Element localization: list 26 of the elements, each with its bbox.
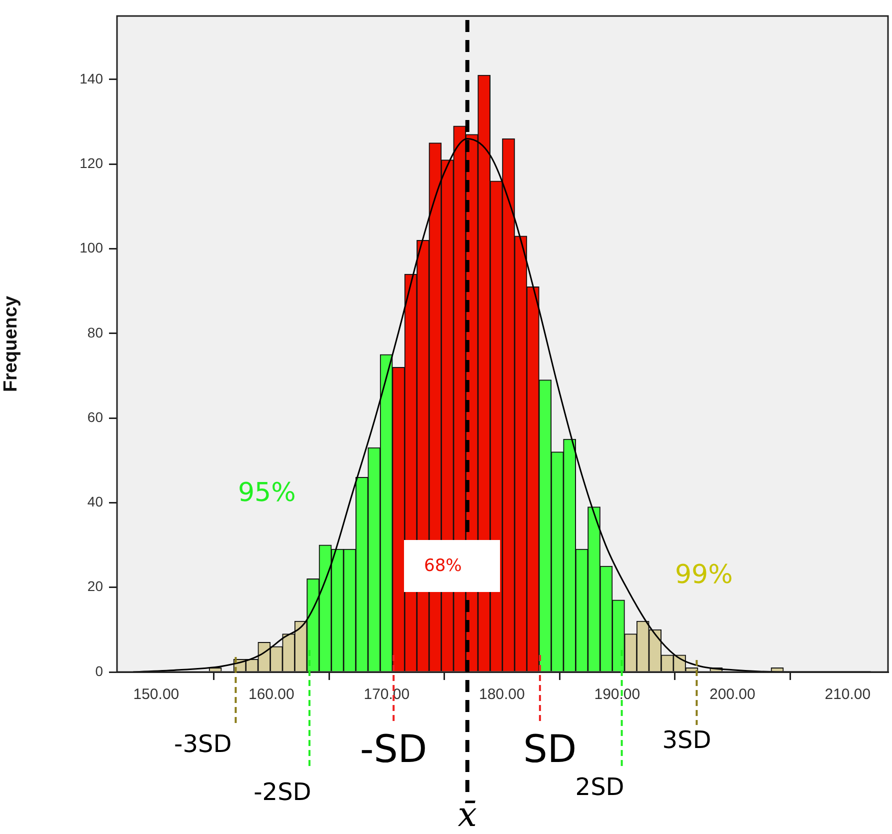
annotation: 99% xyxy=(675,560,733,590)
x-tick-label: 200.00 xyxy=(709,686,756,704)
y-tick-label: 40 xyxy=(87,494,104,510)
x-tick-label: 170.00 xyxy=(364,686,410,704)
x-tick-label: 180.00 xyxy=(478,686,525,704)
ref-line-label: SD xyxy=(523,727,577,771)
ref-line-label: -3SD xyxy=(174,730,232,758)
label-box: 68% xyxy=(404,540,500,592)
y-tick-label: 120 xyxy=(80,154,104,171)
x-tick-label: 210.00 xyxy=(824,686,871,704)
x-tick-label: 150.00 xyxy=(133,686,180,704)
x-tick-label: 190.00 xyxy=(594,686,640,704)
ref-line-label: 3SD xyxy=(662,726,712,754)
ref-line-label: x̄ xyxy=(458,795,477,834)
x-tick-label: 160.00 xyxy=(248,686,294,704)
y-axis-title: Frequency xyxy=(0,296,22,392)
y-tick-label: 80 xyxy=(87,324,104,340)
y-tick-label: 60 xyxy=(87,408,104,425)
y-tick-label: 20 xyxy=(87,578,104,594)
y-tick-label: 140 xyxy=(80,70,104,86)
ref-line-label: -SD xyxy=(360,727,428,771)
y-tick-label: 0 xyxy=(95,662,104,679)
ref-line-label: -2SD xyxy=(254,778,312,806)
annotation: 95% xyxy=(238,478,296,508)
ref-line-label: 2SD xyxy=(575,773,624,801)
y-tick-label: 100 xyxy=(80,240,104,256)
